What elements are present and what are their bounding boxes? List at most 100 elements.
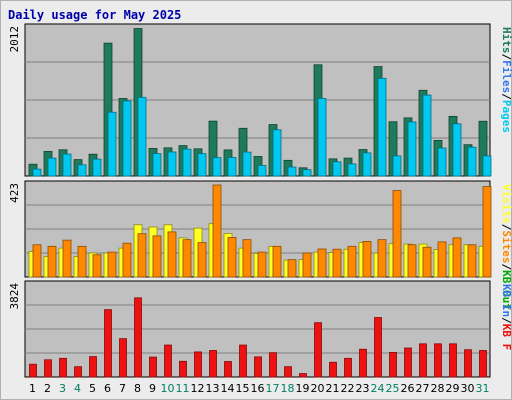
bar-files-day-14 (227, 157, 237, 177)
bar-sites-day-29 (452, 237, 462, 278)
legend-separator: / (500, 317, 512, 324)
bar-kbf-day-31 (479, 350, 487, 378)
bar-kbf-day-8 (134, 297, 142, 378)
bar-kbf-day-16 (254, 356, 262, 378)
panel-2: 423 Visits/Sites/KB Out (8, 180, 512, 310)
bar-files-day-26 (407, 121, 417, 177)
bar-sites-day-12 (197, 242, 207, 278)
bar-sites-day-24 (377, 239, 387, 278)
x-tick-day-14: 14 (221, 382, 235, 395)
x-tick-day-26: 26 (401, 382, 415, 395)
x-tick-day-25: 25 (386, 382, 400, 395)
bar-sites-day-30 (467, 244, 477, 278)
bar-files-day-20 (317, 98, 327, 177)
bar-sites-day-18 (287, 259, 297, 278)
bar-sites-day-1 (32, 244, 42, 278)
bar-files-day-13 (212, 157, 222, 177)
legend-separator: / (500, 54, 512, 61)
bar-sites-day-3 (62, 239, 72, 278)
bar-kbf-day-10 (164, 344, 172, 378)
bar-sites-day-6 (107, 251, 117, 278)
y-max-label: 423 (8, 183, 21, 203)
bar-files-day-10 (167, 151, 177, 177)
bar-kbf-day-27 (419, 343, 427, 378)
bar-kbf-day-4 (74, 366, 82, 378)
bar-files-day-31 (482, 155, 492, 177)
bar-sites-day-13 (212, 184, 222, 278)
bar-files-day-6 (107, 111, 117, 177)
bar-kbf-day-22 (344, 357, 352, 378)
bar-files-day-12 (197, 153, 207, 177)
bar-sites-day-11 (182, 239, 192, 278)
bar-kbf-day-1 (29, 363, 37, 378)
legend-separator: / (500, 264, 512, 271)
x-tick-day-11: 11 (176, 382, 190, 395)
bar-kbf-day-9 (149, 356, 157, 378)
x-tick-day-4: 4 (74, 382, 81, 395)
bar-files-day-11 (182, 148, 192, 177)
bar-kbf-day-17 (269, 352, 277, 378)
x-tick-day-30: 30 (461, 382, 475, 395)
bar-sites-day-15 (242, 239, 252, 278)
bar-files-day-29 (452, 123, 462, 177)
bar-sites-day-2 (47, 245, 57, 278)
bar-sites-day-28 (437, 241, 447, 278)
bar-sites-day-7 (122, 242, 132, 278)
x-tick-day-20: 20 (311, 382, 325, 395)
bar-files-day-18 (287, 166, 297, 177)
bar-files-day-19 (302, 169, 312, 177)
bar-files-day-25 (392, 155, 402, 177)
legend-item: Files (500, 60, 512, 93)
bar-files-day-2 (47, 157, 57, 177)
bar-sites-day-14 (227, 237, 237, 278)
x-tick-day-13: 13 (206, 382, 220, 395)
legend-item: KB F (500, 324, 512, 351)
x-tick-day-31: 31 (476, 382, 490, 395)
x-tick-day-7: 7 (119, 382, 126, 395)
bar-kbf-day-23 (359, 348, 367, 378)
bar-files-day-23 (362, 152, 372, 177)
panel-1: 2012 Hits/Files/Pages (8, 23, 512, 177)
bar-sites-day-19 (302, 252, 312, 278)
bar-kbf-day-11 (179, 360, 187, 378)
bar-kbf-day-3 (59, 357, 67, 378)
x-axis-labels: 1 2 3 4 5 6 7 8 9 10 11 12 13 14 15 16 17 18 19 20 21 22 23 24 2… (29, 382, 490, 395)
bar-files-day-8 (137, 96, 147, 177)
x-tick-day-21: 21 (326, 382, 340, 395)
legend: Hits/Files/Pages (500, 27, 512, 133)
x-tick-day-17: 17 (266, 382, 280, 395)
x-tick-day-23: 23 (356, 382, 370, 395)
bar-sites-day-8 (137, 233, 147, 278)
bar-files-day-7 (122, 100, 132, 177)
bar-files-day-1 (32, 168, 42, 177)
legend-item: Hits (500, 27, 512, 54)
bar-kbf-day-20 (314, 322, 322, 378)
x-tick-day-9: 9 (149, 382, 156, 395)
legend-item: Sites (500, 230, 512, 263)
bar-kbf-day-28 (434, 343, 442, 378)
bar-kbf-day-24 (374, 317, 382, 378)
bar-kbf-day-5 (89, 356, 97, 378)
x-tick-day-22: 22 (341, 382, 355, 395)
bar-sites-day-21 (332, 248, 342, 278)
x-tick-day-10: 10 (161, 382, 175, 395)
bar-sites-day-9 (152, 235, 162, 278)
bar-files-day-22 (347, 163, 357, 177)
bar-sites-day-4 (77, 245, 87, 278)
bar-files-day-9 (152, 153, 162, 177)
bar-sites-day-31 (482, 186, 492, 278)
legend-item: Pages (500, 100, 512, 133)
legend-item: Visits (500, 184, 512, 224)
bar-kbf-day-12 (194, 351, 202, 378)
x-tick-day-16: 16 (251, 382, 265, 395)
y-max-label: 2012 (8, 26, 21, 53)
bar-kbf-day-18 (284, 366, 292, 378)
legend: KB In/KB F (500, 284, 512, 350)
bar-files-day-28 (437, 147, 447, 177)
legend-separator: / (500, 224, 512, 231)
bar-sites-day-5 (92, 254, 102, 278)
bar-sites-day-26 (407, 244, 417, 278)
legend: Visits/Sites/KB Out (500, 184, 512, 310)
bar-kbf-day-7 (119, 338, 127, 378)
